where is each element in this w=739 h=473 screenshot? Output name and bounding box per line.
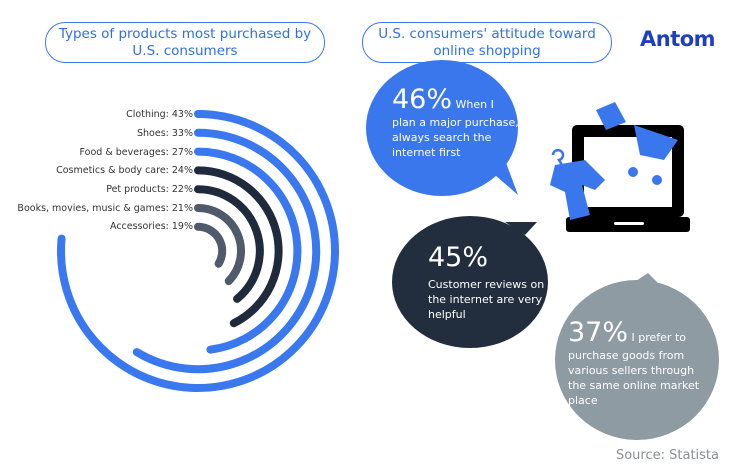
lead: When I	[455, 98, 494, 111]
lead: I prefer to	[631, 331, 686, 344]
label-clothing: Clothing: 43%	[126, 109, 193, 120]
right-title: U.S. consumers' attitude toward online s…	[362, 22, 612, 63]
desc: Customer reviews on the internet are ver…	[428, 278, 545, 321]
label-food: Food & beverages: 27%	[79, 147, 193, 158]
source-note: Source: Statista	[615, 448, 719, 463]
label-shoes: Shoes: 33%	[137, 128, 193, 139]
bubble-text-46: 46% When I plan a major purchase, I alwa…	[392, 85, 527, 160]
left-title: Types of products most purchased by U.S.…	[45, 22, 325, 63]
bubble-gray	[555, 273, 719, 440]
arc-books-movies-music-games	[194, 204, 245, 286]
bubble-text-37: 37% I prefer to purchase goods from vari…	[568, 318, 713, 408]
label-pet: Pet products: 22%	[106, 184, 193, 195]
arc-food-beverages	[194, 147, 302, 354]
arc-cosmetics-body-care	[194, 166, 283, 328]
desc: purchase goods from various sellers thro…	[568, 349, 700, 407]
pct-37: 37%	[568, 317, 629, 348]
pct-45: 45%	[428, 242, 489, 273]
desc: plan a major purchase, I always search t…	[392, 116, 526, 159]
pct-46: 46%	[392, 84, 453, 115]
label-accessories: Accessories: 19%	[109, 221, 193, 232]
arc-clothing	[57, 110, 339, 392]
bubble-blue	[366, 60, 518, 196]
bubble-text-45: 45% Customer reviews on the internet are…	[428, 243, 548, 322]
bubble-dark	[392, 216, 548, 348]
arc-shoes	[132, 128, 321, 374]
laptop-shopping-icon	[550, 102, 690, 232]
arc-accessories	[194, 222, 227, 268]
radial-bars	[57, 110, 339, 392]
label-cosmetics: Cosmetics & body care: 24%	[56, 165, 193, 176]
arc-pet-products	[194, 185, 264, 303]
label-books: Books, movies, music & games: 21%	[17, 203, 193, 214]
antom-logo: Antom	[640, 27, 716, 51]
